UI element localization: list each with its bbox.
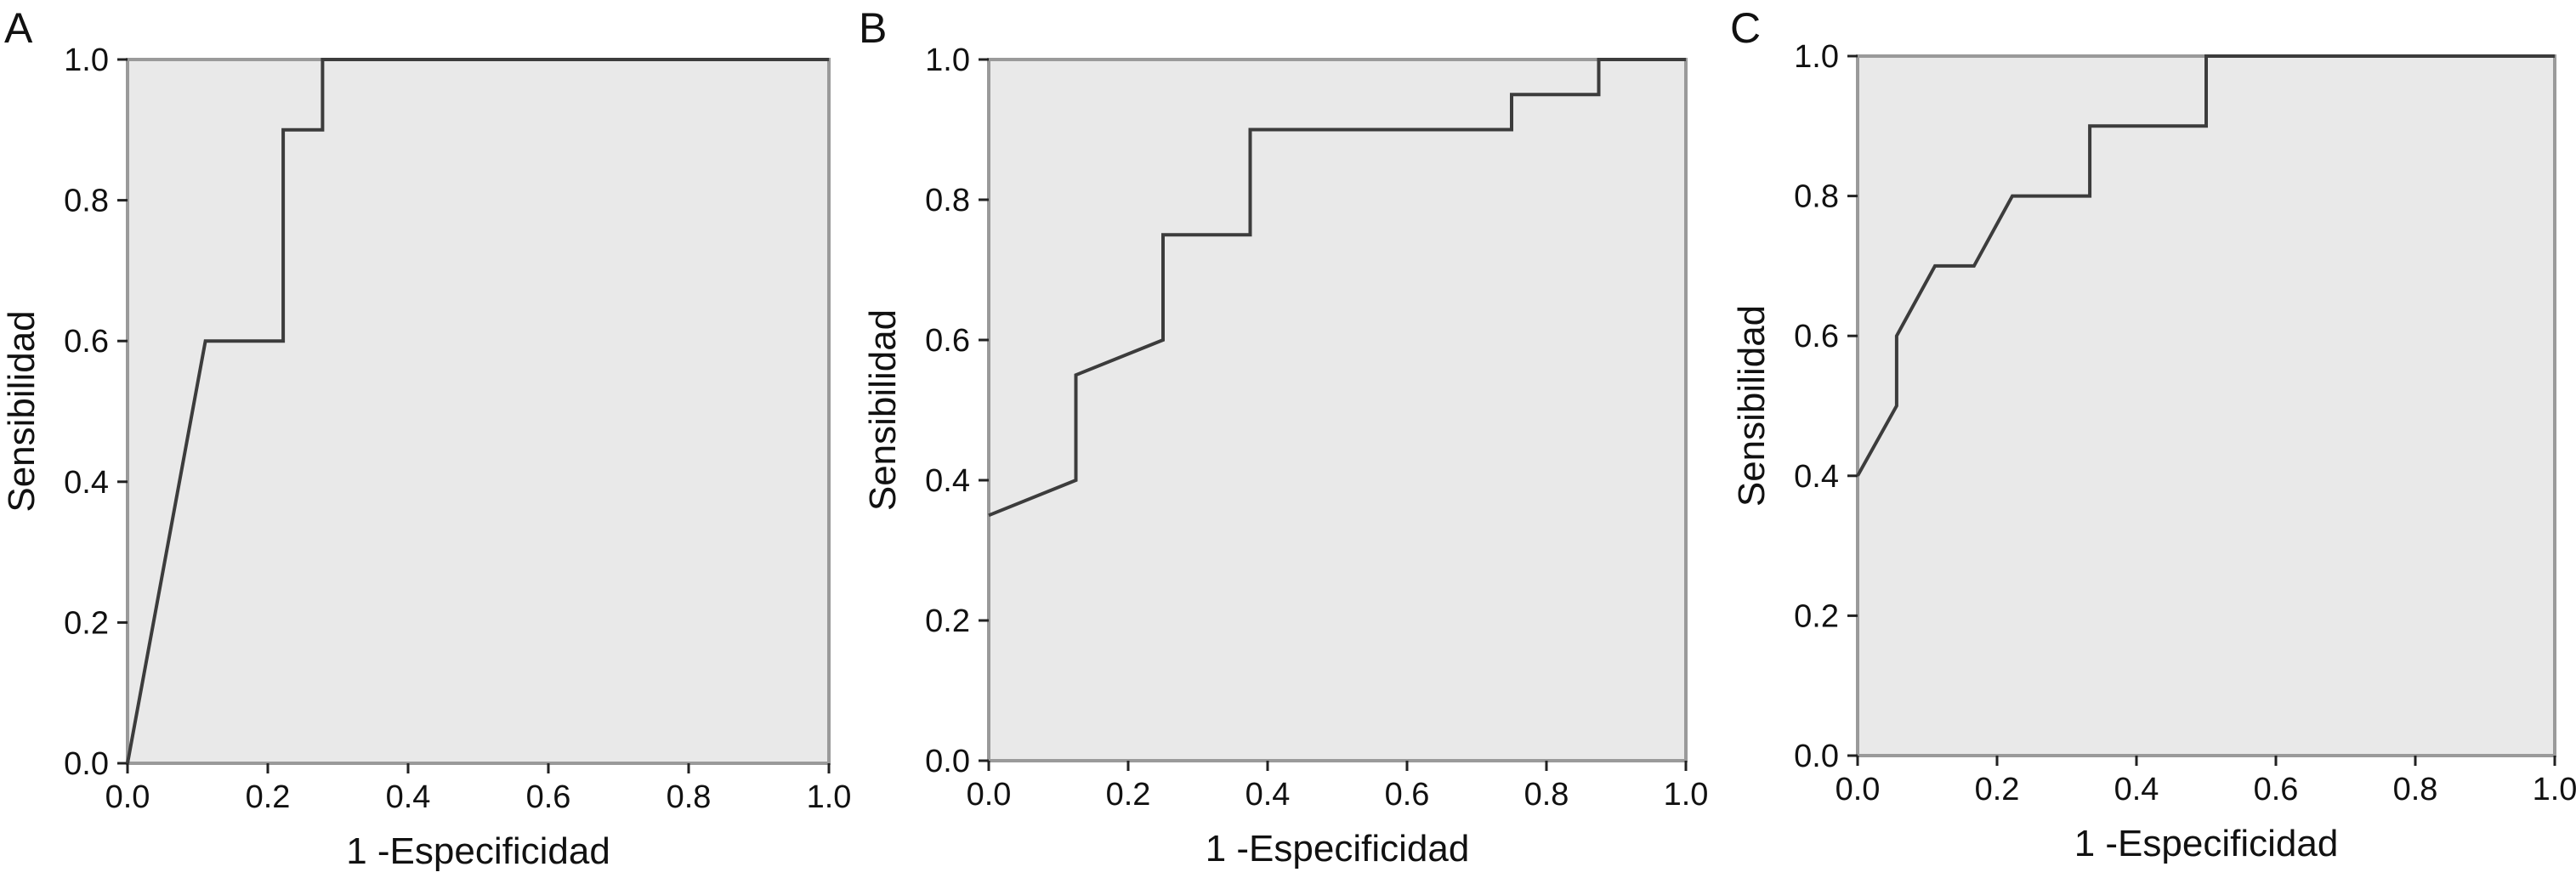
y-tick-label: 0.6	[925, 323, 970, 359]
x-tick-label: 0.2	[246, 779, 291, 815]
x-tick-label: 1.0	[2533, 772, 2576, 807]
y-tick-label: 1.0	[925, 42, 970, 78]
roc-curve-line	[126, 58, 829, 764]
x-axis-title: 1 -Especificidad	[2074, 823, 2339, 864]
panel-letter: C	[1730, 4, 1761, 52]
x-tick-label: 0.4	[2114, 772, 2159, 807]
x-tick-label: 0.6	[526, 779, 571, 815]
plot-area	[987, 58, 1688, 762]
plot-area	[1856, 54, 2556, 757]
x-axis-title: 1 -Especificidad	[346, 830, 610, 872]
y-tick-label: 0.8	[64, 184, 109, 219]
x-axis-title: 1 -Especificidad	[1206, 828, 1470, 870]
chart-panel-c: C 0.0 0.2 0.4 0.6 0.8 1.0 0.0 0.2 0.4 0.6 0.8 1.0 1 …	[1730, 4, 2576, 864]
x-tick-label: 0.8	[667, 779, 712, 815]
roc-curve-line	[988, 58, 1686, 518]
x-tick-label: 0.4	[386, 779, 431, 815]
x-tick-label: 0.0	[105, 779, 150, 815]
y-tick-label: 0.8	[1794, 179, 1839, 215]
x-tick-label: 0.8	[2393, 772, 2438, 807]
x-tick-label: 0.4	[1245, 777, 1291, 813]
y-axis-title: Sensibilidad	[1, 310, 43, 512]
y-tick-label: 1.0	[1794, 39, 1839, 75]
x-tick-label: 0.8	[1524, 777, 1569, 813]
x-tick-label: 0.2	[1975, 772, 2020, 807]
y-tick-label: 0.6	[64, 324, 109, 360]
y-axis-title: Sensibilidad	[862, 309, 904, 511]
y-axis-title: Sensibilidad	[1731, 305, 1773, 507]
x-tick-label: 0.0	[967, 777, 1012, 813]
y-tick-label: 0.2	[925, 603, 970, 639]
chart-panel-a: A 0.0 0.2 0.4 0.6 0.8 1.0 0.0 0.2 0.4 0.6 0.8 1.0 1 …	[1, 4, 851, 872]
x-tick-label: 0.6	[2254, 772, 2299, 807]
y-tick-label: 0.8	[925, 183, 970, 218]
y-tick-label: 0.4	[1794, 459, 1839, 495]
plot-area	[126, 58, 831, 765]
y-tick-label: 0.0	[64, 746, 109, 782]
y-tick-label: 0.2	[1794, 598, 1839, 634]
x-tick-label: 1.0	[1664, 777, 1709, 813]
y-tick-label: 1.0	[64, 42, 109, 78]
y-tick-label: 0.0	[1794, 739, 1839, 774]
panel-letter: A	[4, 4, 33, 52]
chart-panel-b: B 0.0 0.2 0.4 0.6 0.8 1.0 0.0 0.2 0.4 0.6 0.8 1.0 1 …	[859, 4, 1708, 870]
panel-letter: B	[859, 4, 887, 52]
y-tick-label: 0.0	[925, 744, 970, 779]
x-tick-label: 1.0	[807, 779, 852, 815]
x-tick-label: 0.0	[1836, 772, 1881, 807]
roc-curve-line	[1856, 54, 2555, 477]
x-tick-label: 0.6	[1385, 777, 1430, 813]
y-tick-label: 0.4	[64, 465, 109, 501]
y-tick-label: 0.4	[925, 463, 970, 499]
x-tick-label: 0.2	[1106, 777, 1151, 813]
y-tick-label: 0.2	[64, 605, 109, 641]
y-tick-label: 0.6	[1794, 319, 1839, 354]
